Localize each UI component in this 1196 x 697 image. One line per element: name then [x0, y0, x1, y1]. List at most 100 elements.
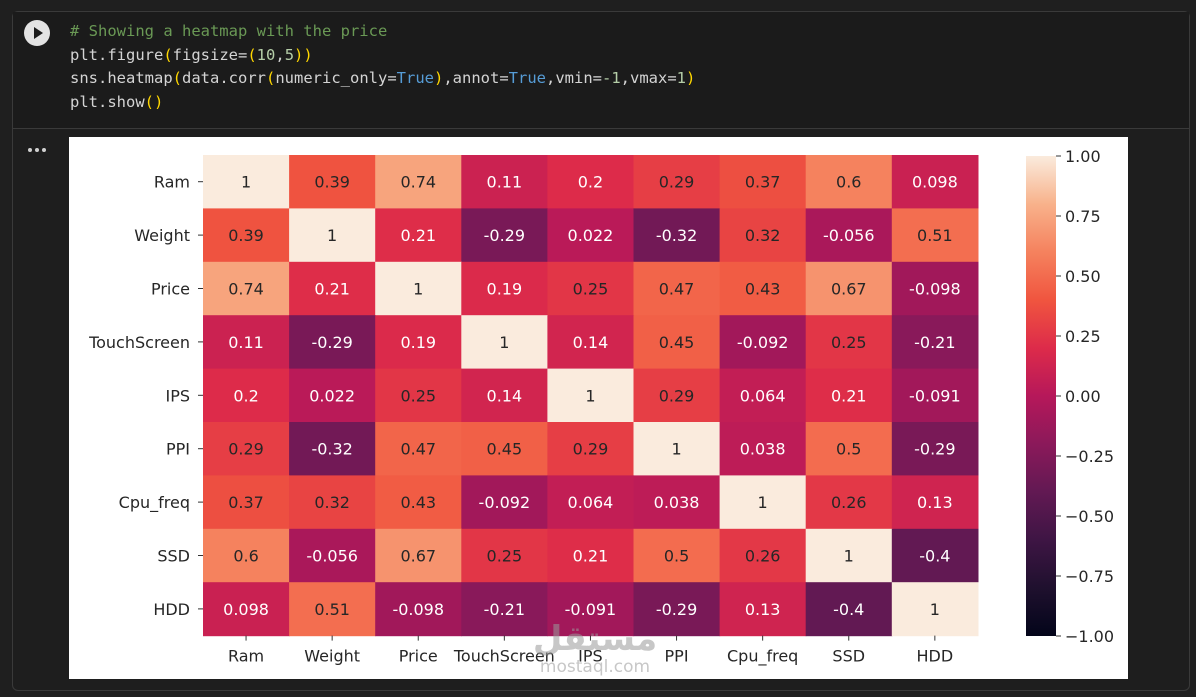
heatmap-annotation: 0.39 [314, 173, 350, 192]
watermark-latin: mostaql.com [540, 657, 650, 677]
y-tick-label: Cpu_freq [119, 493, 190, 513]
watermark-arabic: مستقل [533, 619, 657, 659]
output-figure: 1 0.39 0.74 0.11 0.2 0.29 0.37 0.6 0.098 0.39 1 0.2… [69, 137, 1128, 679]
heatmap-annotation: 0.25 [831, 333, 867, 352]
heatmap-annotation: 0.064 [740, 386, 786, 405]
heatmap-cell [203, 582, 290, 637]
heatmap-annotation: 1 [844, 547, 854, 566]
heatmap-cell [891, 475, 979, 530]
run-cell-button[interactable] [24, 20, 50, 46]
colorbar-tick-label: −0.75 [1065, 567, 1114, 586]
heatmap-cell [289, 582, 376, 637]
heatmap-cell [461, 368, 548, 423]
watermark-logo: مستقل mostaql.com [533, 619, 657, 677]
heatmap-annotation: 0.37 [745, 173, 781, 192]
heatmap-cell [719, 368, 807, 423]
heatmap-cell [203, 315, 290, 370]
heatmap-cell [547, 208, 635, 263]
heatmap-annotation: 0.29 [228, 440, 264, 459]
heatmap-cell [805, 475, 893, 530]
heatmap-cell [203, 422, 290, 476]
play-icon [34, 27, 43, 39]
heatmap-cell [461, 422, 548, 476]
heatmap-cell [461, 475, 548, 530]
colorbar-tick-label: 0.75 [1065, 207, 1101, 226]
heatmap-annotation: 0.45 [487, 440, 523, 459]
heatmap-cell [289, 422, 376, 476]
heatmap-cell [289, 475, 376, 530]
code-kw: figsize= [172, 45, 248, 64]
heatmap-annotation: -0.098 [909, 280, 961, 299]
heatmap-annotation: 0.32 [745, 226, 781, 245]
heatmap-annotation: 0.038 [740, 440, 786, 459]
heatmap-annotation: 0.13 [917, 493, 953, 512]
heatmap-cell [805, 528, 893, 583]
code-fn: plt.figure [70, 45, 164, 64]
code-text[interactable]: # Showing a heatmap with the price plt.f… [70, 22, 696, 111]
heatmap-cell [633, 208, 721, 263]
heatmap-annotation: -0.4 [919, 547, 950, 566]
heatmap-annotation: 0.5 [664, 547, 689, 566]
heatmap-annotation: 1 [241, 173, 251, 192]
y-tick-label: HDD [153, 600, 190, 619]
heatmap-cell [719, 208, 807, 263]
heatmap-annotation: -0.29 [914, 440, 955, 459]
code-kw: ,annot= [443, 69, 509, 87]
heatmap-annotation: 0.25 [400, 386, 436, 405]
y-tick-label: Weight [134, 226, 190, 245]
code-fn: plt.show [70, 92, 145, 111]
heatmap-cell [375, 155, 462, 209]
code-editor[interactable] [13, 12, 1189, 129]
heatmap-cell [203, 261, 290, 316]
heatmap-cell [203, 208, 290, 263]
heatmap-cell [461, 155, 548, 209]
heatmap-cell [719, 475, 807, 530]
heatmap-annotation: 0.39 [228, 226, 264, 245]
heatmap-cell [289, 155, 376, 209]
heatmap-cell [719, 155, 807, 209]
heatmap-annotation: 0.21 [400, 226, 436, 245]
x-tick-label: Weight [304, 647, 360, 666]
heatmap-cell [203, 368, 290, 423]
heatmap-annotation: 1 [585, 386, 595, 405]
heatmap-cell [375, 315, 462, 370]
x-tick-label: PPI [665, 647, 689, 666]
heatmap-annotation: 0.11 [487, 173, 523, 192]
heatmap-cell [375, 368, 462, 423]
code-num: 1 [676, 69, 687, 87]
code-fn: sns.heatmap [70, 69, 173, 87]
heatmap-annotation: 0.45 [659, 333, 695, 352]
code-fn: data.corr [182, 69, 266, 87]
heatmap-annotation: 0.022 [568, 226, 614, 245]
heatmap-annotation: 0.14 [573, 333, 609, 352]
heatmap-cell [547, 582, 635, 637]
colorbar-tick-label: 0.25 [1065, 327, 1101, 346]
heatmap-cell [375, 582, 462, 637]
heatmap-annotation: 0.13 [745, 600, 781, 619]
heatmap-cell [719, 582, 807, 637]
colorbar-tick-label: −0.50 [1065, 507, 1114, 526]
heatmap-annotation: 0.098 [912, 173, 958, 192]
heatmap-annotation: 0.21 [573, 547, 609, 566]
heatmap-cell [891, 368, 979, 423]
heatmap-cell [547, 155, 635, 209]
heatmap-cell [203, 155, 290, 209]
heatmap-annotation: 1 [758, 493, 768, 512]
heatmap-cell [805, 155, 893, 209]
heatmap-annotation: 0.5 [836, 440, 861, 459]
code-num: 5 [284, 45, 295, 64]
x-tick-label: IPS [578, 647, 603, 666]
heatmap-annotation: 0.25 [487, 547, 523, 566]
x-tick-label: Cpu_freq [727, 647, 798, 667]
code-num: -1 [602, 69, 621, 87]
heatmap-annotation: -0.32 [311, 440, 352, 459]
heatmap-annotation: 0.47 [400, 440, 436, 459]
output-menu-button[interactable] [26, 140, 48, 158]
heatmap-annotation: 0.6 [233, 547, 258, 566]
heatmap-cell [547, 422, 635, 476]
y-tick-label: PPI [166, 440, 190, 459]
heatmap-annotation: 0.47 [659, 280, 695, 299]
heatmap-cell [805, 261, 893, 316]
heatmap-annotation: 0.098 [223, 600, 269, 619]
y-tick-label: IPS [165, 386, 190, 405]
